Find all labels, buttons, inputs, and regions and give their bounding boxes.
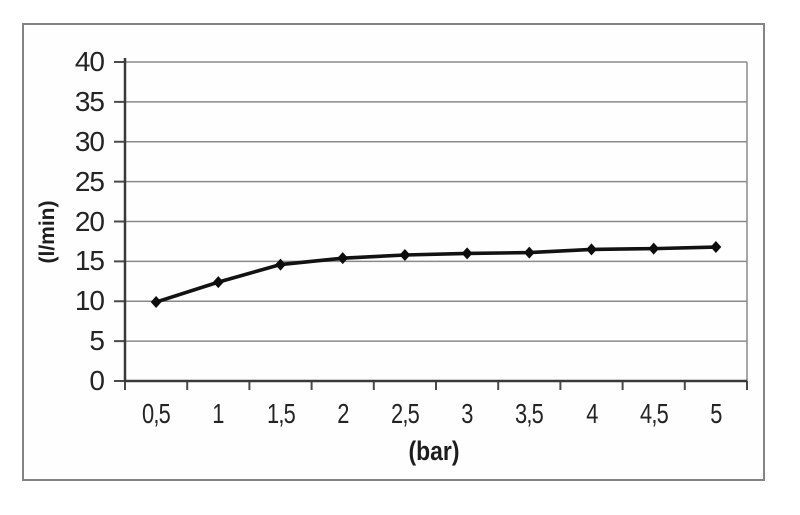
x-tick-label-1: 1 xyxy=(212,398,225,429)
x-tick-label-3: 3 xyxy=(461,398,473,429)
y-tick-label-30: 30 xyxy=(74,125,105,157)
x-tick-label-2.5: 2,5 xyxy=(390,398,420,429)
y-tick-label-10: 10 xyxy=(74,285,105,317)
x-tick-label-4: 4 xyxy=(585,398,598,429)
x-tick-label-2: 2 xyxy=(336,398,349,429)
data-point-marker xyxy=(337,252,349,265)
data-series-line xyxy=(155,245,716,304)
data-point-marker xyxy=(150,296,162,309)
y-tick-label-40: 40 xyxy=(74,46,105,77)
data-point-marker xyxy=(461,247,473,260)
x-tick-label-5: 5 xyxy=(710,398,722,429)
data-point-marker xyxy=(523,246,535,259)
line-plot xyxy=(114,58,748,390)
x-axis-title: (bar) xyxy=(408,436,460,466)
y-tick-label-0: 0 xyxy=(89,365,105,396)
x-tick-label-1.5: 1,5 xyxy=(266,398,295,429)
chart-frame: 0 5 10 15 20 25 30 35 40 0,5 1 1,5 2 2,5 3 3,5 4 4,5 5 (l… xyxy=(22,23,765,481)
y-axis-title: (l/min) xyxy=(36,200,59,264)
x-tick-label-4.5: 4,5 xyxy=(639,398,669,429)
data-point-marker xyxy=(399,248,411,261)
x-tick-label-3.5: 3,5 xyxy=(515,398,544,429)
data-point-marker xyxy=(275,258,286,271)
data-point-marker xyxy=(212,276,224,289)
x-tick-label-0.5: 0,5 xyxy=(142,398,171,429)
y-tick-label-25: 25 xyxy=(74,165,105,197)
data-point-marker xyxy=(710,241,722,254)
y-tick-label-15: 15 xyxy=(74,245,105,277)
y-tick-label-20: 20 xyxy=(74,205,105,237)
y-tick-label-5: 5 xyxy=(89,325,105,357)
y-tick-label-35: 35 xyxy=(74,85,105,117)
data-point-marker xyxy=(648,242,660,255)
data-point-marker xyxy=(586,243,597,256)
